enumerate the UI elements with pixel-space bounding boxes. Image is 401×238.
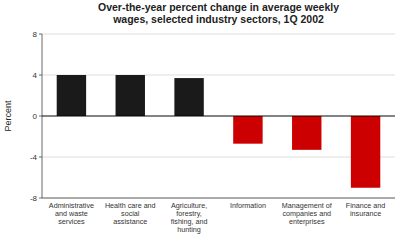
axis-line [42,198,395,199]
tick-label: -4 [30,153,38,162]
tick-label: Administrativeand wasteservices [49,201,94,226]
bar [57,75,86,116]
tick-label: Finance andinsurance [346,201,386,218]
tick-mark [39,157,42,158]
tick-mark [39,116,42,117]
tick-label: 8 [33,30,38,39]
bars [57,75,381,188]
zero-line [42,116,395,117]
bar [174,78,203,116]
grid-line [42,34,395,35]
tick-label: 4 [33,71,38,80]
bar [351,116,380,188]
tick-label: 0 [33,112,38,121]
tick-label: Agriculture,forestry,fishing, andhunting [171,201,208,234]
tick-mark [39,75,42,76]
grid-line [42,116,395,117]
bar [233,116,262,144]
grid-line [42,198,395,199]
x-axis: Administrativeand wasteservices Health ca… [49,201,386,234]
title: Over-the-year percent change in average … [98,1,339,25]
bar [116,75,145,116]
bar [292,116,321,150]
grid-line [42,157,395,158]
chart: Over-the-year percent change in average … [0,0,401,238]
tick-label: Management ofcompanies andenterprises [282,201,332,226]
tick-mark [39,34,42,35]
tick-label: Information [230,201,266,210]
y-axis: -8 -4 0 4 8 [30,30,395,203]
tick-mark [39,198,42,199]
tick-label: Health care andsocialassistance [105,201,156,226]
grid-line [42,75,395,76]
axis-label: Percent [3,100,13,132]
tick-label: -8 [30,194,38,203]
